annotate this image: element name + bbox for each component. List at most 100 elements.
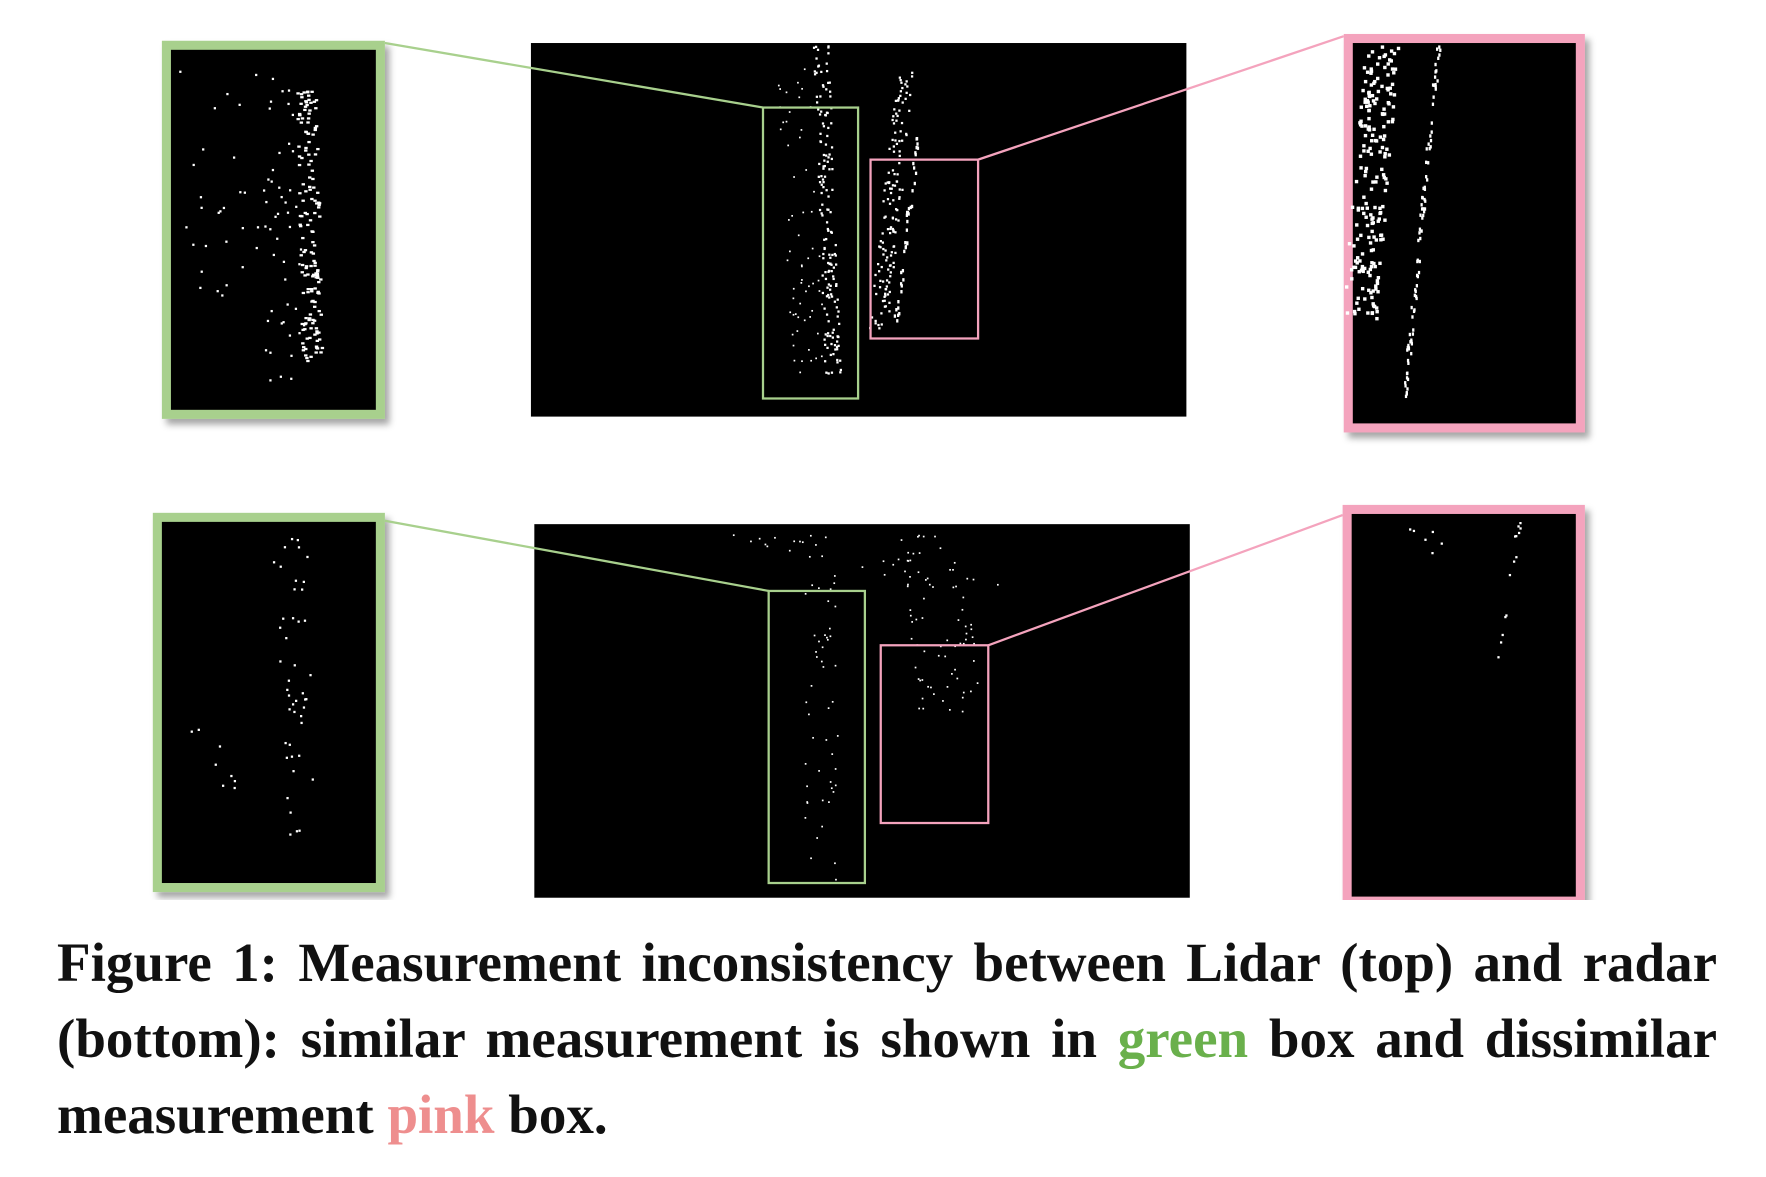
point (300, 271, 304, 274)
point (309, 159, 313, 163)
radar-pink-zoom (1342, 504, 1585, 900)
point (910, 204, 914, 209)
point (299, 93, 304, 96)
point (309, 674, 312, 677)
point (805, 169, 808, 171)
point (1371, 221, 1375, 225)
point (1359, 233, 1363, 238)
point (904, 570, 906, 573)
point (304, 265, 309, 268)
point (801, 541, 804, 544)
point (820, 191, 823, 195)
point (812, 282, 814, 285)
point (792, 287, 795, 290)
point (291, 617, 295, 620)
point (1355, 256, 1360, 260)
point (918, 552, 921, 554)
point (905, 91, 908, 94)
point (1420, 203, 1423, 207)
point (829, 90, 832, 93)
point (1379, 238, 1383, 242)
point (826, 286, 829, 289)
point (301, 342, 305, 345)
point (833, 344, 837, 347)
point (1504, 615, 1507, 619)
point (824, 634, 826, 636)
point (797, 81, 799, 84)
point (299, 102, 303, 105)
point (894, 131, 897, 134)
point (1366, 100, 1370, 104)
point (836, 315, 839, 318)
point (269, 351, 272, 354)
point (1422, 207, 1425, 211)
point (937, 654, 940, 657)
point (827, 600, 830, 603)
point (1426, 178, 1429, 182)
point (953, 561, 956, 564)
point (834, 254, 837, 257)
point (274, 215, 277, 218)
point (939, 547, 942, 550)
point (779, 128, 782, 131)
point (971, 636, 974, 639)
point (820, 70, 823, 74)
point (828, 168, 831, 171)
point (973, 642, 975, 645)
point (1436, 47, 1439, 51)
point (304, 190, 308, 193)
point (911, 71, 914, 74)
point (823, 164, 826, 168)
point (1386, 100, 1391, 105)
point (827, 261, 830, 265)
point (797, 316, 800, 319)
point (1378, 261, 1382, 266)
point (892, 266, 895, 269)
point (883, 573, 886, 576)
point (799, 302, 802, 305)
point (221, 784, 225, 787)
point (1375, 281, 1380, 286)
point (894, 208, 898, 211)
point (815, 101, 819, 104)
point (818, 770, 820, 772)
point (788, 219, 790, 221)
point (764, 543, 767, 546)
point (821, 203, 824, 206)
point (793, 540, 796, 543)
point (266, 319, 270, 323)
point (1386, 120, 1391, 124)
point (1367, 94, 1372, 99)
point (1377, 56, 1382, 60)
point (964, 625, 967, 628)
point (822, 257, 825, 260)
point (1412, 529, 1416, 533)
point (306, 117, 311, 120)
point (817, 332, 819, 335)
point (823, 238, 826, 241)
point (1411, 332, 1415, 336)
point (300, 322, 304, 326)
point (897, 219, 900, 222)
point (834, 664, 837, 667)
point (311, 133, 315, 136)
point (1414, 289, 1417, 294)
point (1350, 205, 1355, 209)
point (805, 290, 807, 293)
point (934, 535, 936, 538)
point (832, 328, 835, 331)
point (839, 359, 842, 362)
point (1371, 99, 1376, 103)
point (962, 691, 965, 694)
point (285, 637, 288, 640)
point (832, 791, 835, 793)
point (818, 587, 820, 590)
point (1381, 237, 1385, 241)
point (798, 96, 801, 99)
point (306, 291, 310, 294)
point (800, 264, 803, 267)
point (809, 534, 812, 537)
point (313, 261, 317, 265)
point (825, 189, 828, 192)
point (286, 688, 289, 692)
